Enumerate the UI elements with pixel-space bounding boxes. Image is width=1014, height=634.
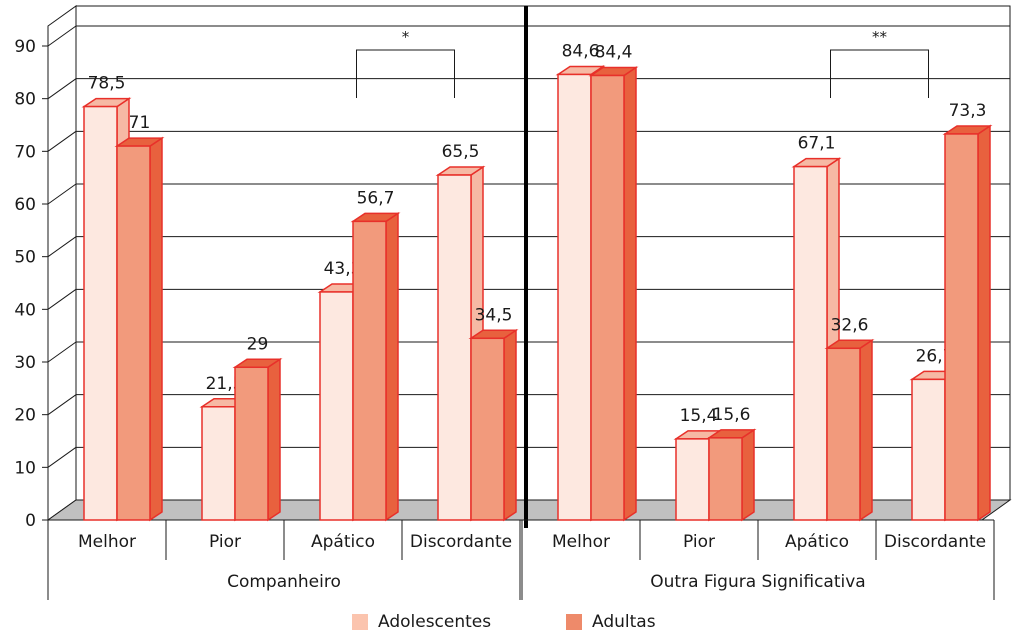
x-tick-label-pior: Pior	[683, 532, 715, 552]
bar-companheiro-apatico-adultas-side	[385, 211, 399, 522]
significance-bracket	[830, 49, 929, 98]
data-label: 73,3	[949, 101, 987, 121]
bar-companheiro-discordante-adultas-side	[503, 328, 517, 522]
y-tick-label: 90	[14, 37, 36, 57]
data-label: 21,5	[206, 374, 244, 394]
bar-outra-figura-significativa-pior-adolescentes	[675, 438, 710, 521]
bar-outra-figura-significativa-discordante-adultas-side	[977, 124, 991, 522]
data-label: 71	[129, 113, 151, 133]
significance-bracket	[356, 49, 455, 98]
y-tick-label: 0	[25, 511, 36, 531]
bar-companheiro-melhor-adolescentes	[83, 105, 118, 521]
x-tick-label-apatico: Apático	[785, 532, 849, 552]
y-tick-label: 60	[14, 195, 36, 215]
gridline-side	[47, 130, 77, 152]
legend-swatch-adultas	[566, 614, 582, 630]
bar-companheiro-apatico-adolescentes	[319, 291, 354, 521]
x-tick-label-melhor: Melhor	[78, 532, 136, 552]
bar-companheiro-melhor-adultas-side	[149, 136, 163, 522]
group-label-outra-figura-significativa: Outra Figura Significativa	[650, 572, 865, 592]
gridline-side	[47, 288, 77, 310]
data-label: 15,6	[713, 405, 751, 425]
y-tick-label: 50	[14, 248, 36, 268]
data-label: 26,7	[916, 346, 954, 366]
bar-outra-figura-significativa-apatico-adultas	[826, 347, 861, 521]
chart-side-wall	[47, 5, 77, 521]
bar-outra-figura-significativa-pior-adultas	[708, 437, 743, 521]
data-label: 56,7	[357, 188, 395, 208]
y-tick-label: 20	[14, 406, 36, 426]
bar-outra-figura-significativa-melhor-adultas	[590, 74, 625, 521]
bar-outra-figura-significativa-melhor-adultas-side	[623, 66, 637, 522]
y-tick-label: 70	[14, 142, 36, 162]
bar-companheiro-melhor-adultas	[116, 145, 151, 521]
data-label: 67,1	[798, 134, 836, 154]
group-label-companheiro: Companheiro	[227, 572, 341, 592]
x-tick-label-apatico: Apático	[311, 532, 375, 552]
bar-companheiro-pior-adolescentes	[201, 406, 236, 521]
gridline-side	[47, 236, 77, 258]
bar-companheiro-pior-adultas	[234, 366, 269, 521]
legend-label-adultas: Adultas	[592, 612, 656, 632]
legend-label-adolescentes: Adolescentes	[378, 612, 492, 632]
x-tick-label-discordante: Discordante	[410, 532, 512, 552]
data-label: 78,5	[88, 74, 126, 94]
gridline-side	[47, 341, 77, 363]
bar-outra-figura-significativa-discordante-adultas	[944, 133, 979, 521]
chart-canvas: 0102030405060708090Melhor78,571Pior21,52…	[14, 5, 1012, 600]
bar-companheiro-discordante-adultas	[470, 337, 505, 521]
data-label: 65,5	[442, 142, 480, 162]
x-tick-label-pior: Pior	[209, 532, 241, 552]
gridline-side	[47, 78, 77, 100]
data-label: 15,4	[680, 406, 718, 426]
x-tick-label-discordante: Discordante	[884, 532, 986, 552]
y-tick-label: 10	[14, 458, 36, 478]
data-label: 43,3	[324, 259, 362, 279]
data-label: 84,4	[595, 42, 633, 62]
gridline-side	[47, 394, 77, 416]
y-tick-label: 80	[14, 90, 36, 110]
significance-marker: **	[872, 28, 888, 46]
bar-outra-figura-significativa-discordante-adolescentes	[911, 378, 946, 521]
bar-outra-figura-significativa-apatico-adolescentes	[793, 165, 828, 521]
bar-companheiro-pior-adultas-side	[267, 357, 281, 522]
chart-legend: Adolescentes Adultas	[0, 612, 1014, 634]
bar-outra-figura-significativa-pior-adultas-side	[741, 428, 755, 522]
x-tick-label-melhor: Melhor	[552, 532, 610, 552]
gridline-side	[47, 183, 77, 205]
data-label: 32,6	[831, 315, 869, 335]
data-label: 29	[247, 334, 269, 354]
y-tick-label: 40	[14, 300, 36, 320]
bar-companheiro-discordante-adolescentes	[437, 174, 472, 521]
data-label: 84,6	[562, 41, 600, 61]
bar-outra-figura-significativa-apatico-adultas-side	[859, 338, 873, 522]
significance-marker: *	[402, 28, 410, 46]
gridline-side	[47, 446, 77, 468]
legend-item-adultas: Adultas	[566, 612, 656, 632]
bar-companheiro-apatico-adultas	[352, 220, 387, 521]
y-tick-label: 30	[14, 353, 36, 373]
bar-outra-figura-significativa-melhor-adolescentes	[557, 73, 592, 521]
legend-swatch-adolescentes	[352, 614, 368, 630]
data-label: 34,5	[475, 305, 513, 325]
legend-item-adolescentes: Adolescentes	[352, 612, 491, 632]
gridline-side	[47, 25, 77, 47]
